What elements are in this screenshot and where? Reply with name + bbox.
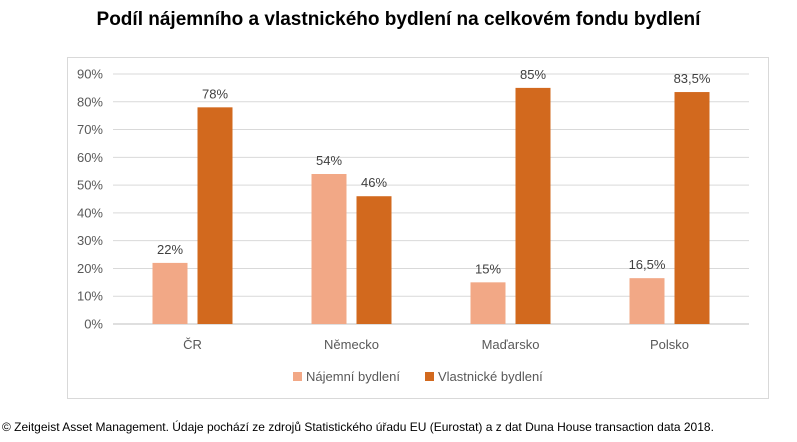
x-tick-label: ČR	[183, 337, 202, 352]
y-tick-label: 0%	[84, 317, 103, 332]
legend-label: Nájemní bydlení	[306, 369, 400, 384]
bar	[515, 87, 551, 324]
y-tick-label: 40%	[77, 205, 103, 220]
chart-area	[67, 57, 769, 399]
y-tick-label: 50%	[77, 178, 103, 193]
data-label: 78%	[202, 86, 228, 101]
data-label: 22%	[157, 242, 183, 257]
data-label: 83,5%	[674, 71, 711, 86]
data-label: 85%	[520, 67, 546, 82]
chart-title: Podíl nájemního a vlastnického bydlení n…	[96, 9, 701, 30]
y-tick-label: 20%	[77, 261, 103, 276]
legend-swatch	[425, 372, 434, 381]
y-tick-label: 70%	[77, 122, 103, 137]
y-tick-label: 90%	[77, 67, 103, 82]
data-label: 54%	[316, 153, 342, 168]
bar	[197, 107, 233, 324]
bar	[470, 282, 506, 324]
data-label: 46%	[361, 175, 387, 190]
y-tick-label: 60%	[77, 150, 103, 165]
bar	[629, 278, 665, 324]
y-tick-label: 10%	[77, 289, 103, 304]
bar	[311, 174, 347, 324]
bar	[356, 196, 392, 324]
source-credit: © Zeitgeist Asset Management. Údaje poch…	[2, 420, 714, 434]
legend-label: Vlastnické bydlení	[438, 369, 543, 384]
bar	[152, 262, 188, 324]
x-tick-label: Německo	[324, 337, 379, 352]
x-tick-label: Polsko	[650, 337, 689, 352]
y-tick-label: 30%	[77, 233, 103, 248]
y-tick-label: 80%	[77, 94, 103, 109]
legend-swatch	[293, 372, 302, 381]
data-label: 16,5%	[629, 257, 666, 272]
x-tick-label: Maďarsko	[482, 337, 540, 352]
bar	[674, 92, 710, 324]
data-label: 15%	[475, 261, 501, 276]
